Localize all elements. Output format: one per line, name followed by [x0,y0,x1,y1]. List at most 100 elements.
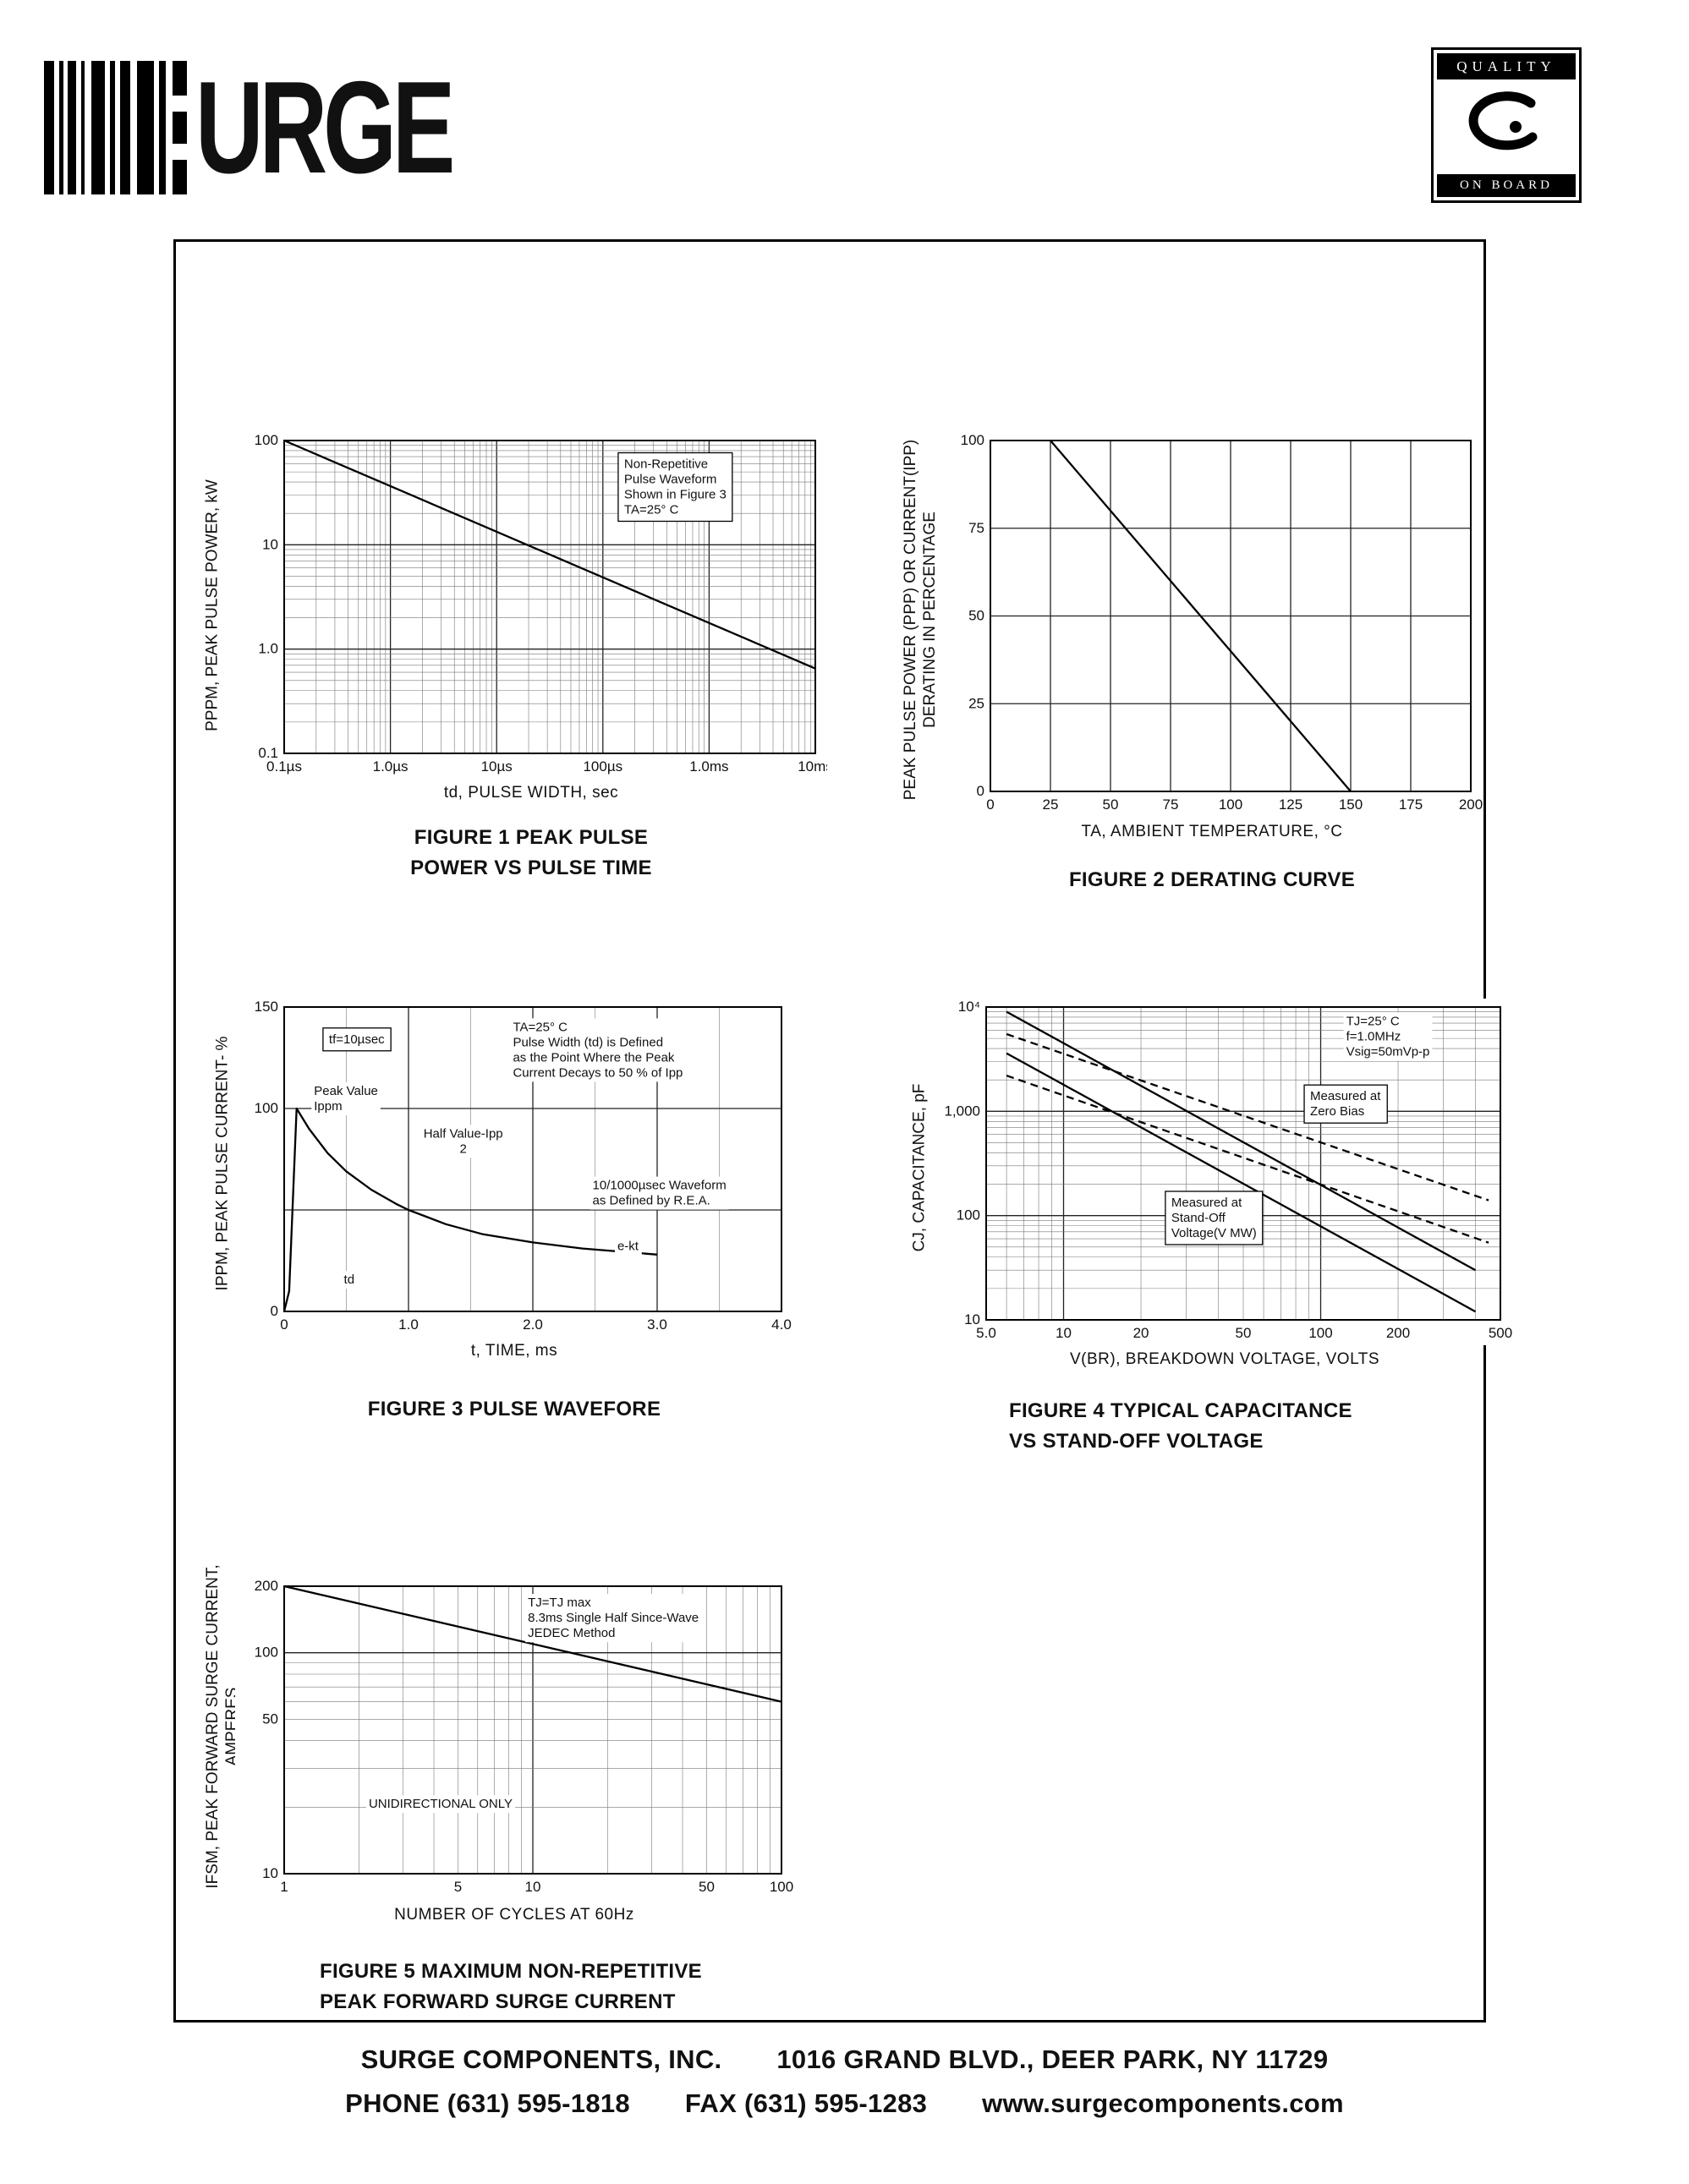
svg-text:Ippm: Ippm [314,1099,342,1114]
svg-text:50: 50 [699,1879,715,1895]
svg-text:as the Point Where the Peak: as the Point Where the Peak [513,1050,674,1065]
svg-text:Vsig=50mVp-p: Vsig=50mVp-p [1346,1044,1430,1059]
figure-5-caption: FIGURE 5 MAXIMUM NON-REPETITIVE PEAK FOR… [320,1960,702,2013]
svg-text:100: 100 [1219,796,1242,813]
svg-text:10: 10 [1056,1325,1072,1341]
figure-1: PPPM, PEAK PULSE POWER, kW 0.1µs 1.0µs 10µ… [197,432,865,914]
svg-text:100: 100 [1308,1325,1332,1341]
figure-2: PEAK PULSE POWER (PPP) OR CURRENT(IPP) D… [902,432,1483,931]
svg-text:Zero Bias: Zero Bias [1310,1104,1364,1119]
figure-3-plot: 0 1.0 2.0 3.0 4.0 0 100 150 tf=10µsec Peak ValueI… [235,999,793,1337]
footer-address-line: SURGE COMPONENTS, INC. 1016 GRAND BLVD.,… [0,2044,1689,2075]
figure-3-y-axis-label: IPPM, PEAK PULSE CURRENT- % [213,1036,232,1291]
logo-bar [91,61,105,194]
svg-text:1: 1 [280,1879,288,1895]
svg-text:50: 50 [1236,1325,1252,1341]
svg-text:100: 100 [770,1879,793,1895]
svg-text:200: 200 [255,1578,278,1594]
svg-text:100: 100 [961,432,984,448]
badge-quality-label: QUALITY [1437,53,1576,81]
svg-text:10⁴: 10⁴ [958,999,980,1015]
svg-text:Measured at: Measured at [1310,1089,1381,1103]
svg-text:Measured at: Measured at [1171,1196,1242,1210]
svg-text:5.0: 5.0 [976,1325,996,1341]
logo-bar [44,61,54,194]
figure-4: CJ, CAPACITANCE, pF 5.0 10 20 50 100 200 500 10… [899,999,1512,1472]
svg-text:10: 10 [262,536,278,552]
svg-text:Voltage(V MW): Voltage(V MW) [1171,1226,1257,1240]
svg-text:Non-Repetitive: Non-Repetitive [624,457,708,472]
footer-contact-line: PHONE (631) 595-1818 FAX (631) 595-1283 … [0,2088,1689,2119]
logo-bar [81,61,85,194]
svg-text:150: 150 [1339,796,1363,813]
svg-text:TJ=25° C: TJ=25° C [1346,1014,1400,1028]
svg-text:100: 100 [957,1207,980,1223]
svg-text:Pulse Waveform: Pulse Waveform [624,473,716,487]
svg-text:75: 75 [968,520,984,536]
quality-on-board-badge: QUALITY ON BOARD [1431,47,1582,203]
svg-text:200: 200 [1386,1325,1410,1341]
svg-text:10µs: 10µs [481,758,513,775]
svg-text:50: 50 [968,608,984,624]
footer-company: SURGE COMPONENTS, INC. [360,2044,722,2074]
logo-bar [137,61,154,194]
footer-address: 1016 GRAND BLVD., DEER PARK, NY 11729 [776,2044,1329,2074]
badge-on-board-label: ON BOARD [1437,172,1576,197]
svg-text:JEDEC Method: JEDEC Method [528,1626,615,1640]
svg-text:3.0: 3.0 [647,1316,667,1333]
svg-text:Shown in Figure 3: Shown in Figure 3 [624,488,727,502]
figure-1-caption: FIGURE 1 PEAK PULSE POWER VS PULSE TIME [410,826,652,879]
svg-text:10: 10 [525,1879,541,1895]
svg-text:4.0: 4.0 [771,1316,792,1333]
svg-text:0.1µs: 0.1µs [266,758,302,775]
svg-text:td: td [344,1273,355,1287]
svg-text:Pulse Width (td) is Defined: Pulse Width (td) is Defined [513,1035,663,1049]
svg-text:1.0: 1.0 [398,1316,419,1333]
logo-split-bar [173,61,187,194]
svg-text:f=1.0MHz: f=1.0MHz [1346,1029,1401,1043]
svg-text:150: 150 [255,999,278,1015]
surge-logo: URGE [44,61,551,194]
svg-text:UNIDIRECTIONAL ONLY: UNIDIRECTIONAL ONLY [369,1797,513,1811]
figure-2-caption: FIGURE 2 DERATING CURVE [1068,868,1356,891]
svg-text:0: 0 [280,1316,288,1333]
svg-text:8.3ms Single Half Since-Wave: 8.3ms Single Half Since-Wave [528,1611,699,1625]
figure-2-plot: 0 25 50 75 100 125 150 175 200 0 25 50 75 100 [941,432,1483,817]
svg-text:100: 100 [255,432,278,448]
badge-emblem [1437,81,1576,172]
logo-bar [110,61,115,194]
svg-text:50: 50 [1103,796,1119,813]
figure-1-y-axis-label: PPPM, PEAK PULSE POWER, kW [203,479,222,731]
figure-4-caption: FIGURE 4 TYPICAL CAPACITANCE VS STAND-OF… [1009,1399,1352,1453]
figure-2-x-axis-label: TA, AMBIENT TEMPERATURE, °C [1081,823,1343,840]
figure-1-plot: 0.1µs 1.0µs 10µs 100µs 1.0ms 10ms 0.1 1.0 10 100 N… [235,432,827,779]
svg-text:175: 175 [1399,796,1423,813]
figure-4-x-axis-label: V(BR), BREAKDOWN VOLTAGE, VOLTS [1070,1350,1379,1368]
svg-text:TA=25° C: TA=25° C [624,503,679,517]
svg-text:500: 500 [1489,1325,1512,1341]
footer-website: www.surgecomponents.com [982,2088,1344,2118]
footer-phone: PHONE (631) 595-1818 [345,2088,630,2118]
logo-barcode-icon [44,61,195,194]
figure-2-y-axis-label: PEAK PULSE POWER (PPP) OR CURRENT(IPP) D… [902,439,939,801]
figure-3: IPPM, PEAK PULSE CURRENT- % 0 1.0 2.0 3.0 4.… [197,999,848,1455]
svg-text:2: 2 [460,1141,467,1156]
svg-text:1.0ms: 1.0ms [689,758,728,775]
svg-text:20: 20 [1133,1325,1149,1341]
svg-text:e-kt: e-kt [617,1240,639,1254]
svg-text:50: 50 [262,1711,278,1727]
svg-text:0: 0 [271,1303,278,1319]
logo-text: URGE [195,54,455,200]
svg-text:1.0µs: 1.0µs [373,758,409,775]
footer-fax: FAX (631) 595-1283 [684,2088,928,2118]
svg-text:25: 25 [968,695,984,711]
figure-4-y-axis-label: CJ, CAPACITANCE, pF [910,1083,929,1252]
logo-bar [68,61,76,194]
svg-text:0: 0 [986,796,994,813]
svg-text:as Defined by R.E.A.: as Defined by R.E.A. [593,1194,710,1208]
svg-text:200: 200 [1459,796,1483,813]
svg-text:Peak Value: Peak Value [314,1084,378,1098]
